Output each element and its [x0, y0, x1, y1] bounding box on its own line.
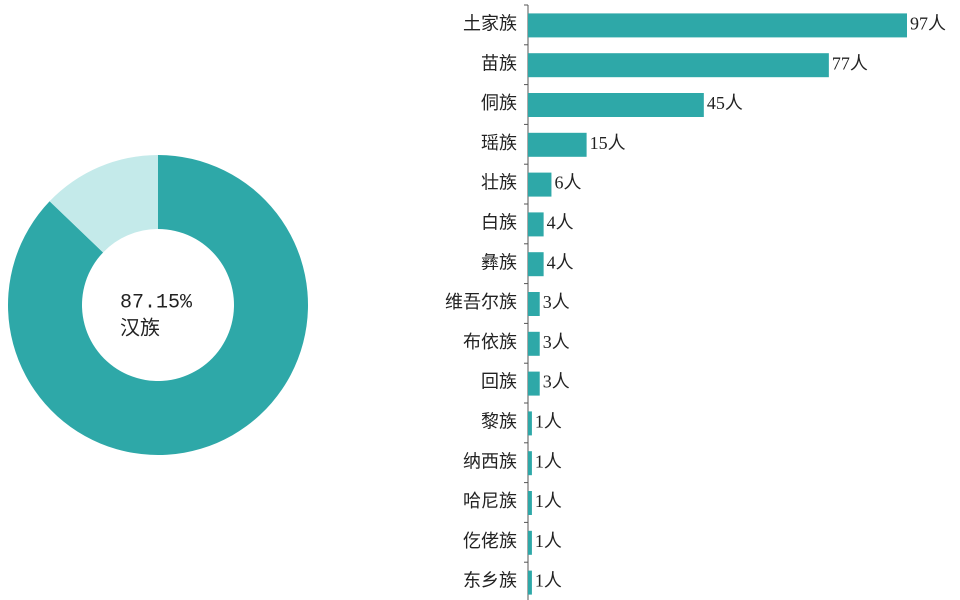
value-label: 4人 [547, 252, 574, 272]
value-label: 1人 [535, 451, 562, 471]
category-label: 土家族 [463, 14, 517, 34]
bar [528, 491, 532, 515]
category-label: 白族 [481, 213, 517, 233]
category-label: 纳西族 [463, 451, 517, 471]
value-label: 4人 [547, 213, 574, 233]
category-label: 瑶族 [481, 133, 517, 153]
bar [528, 530, 532, 555]
bar [528, 331, 540, 356]
value-label: 1人 [535, 571, 562, 591]
donut-slice [8, 155, 309, 455]
bar [528, 451, 532, 476]
bar [528, 570, 532, 595]
bar [528, 411, 532, 436]
value-label: 3人 [543, 372, 570, 392]
bar [528, 212, 544, 237]
bar [528, 292, 540, 316]
category-label: 苗族 [481, 53, 517, 73]
category-label: 回族 [481, 372, 517, 392]
center-label: 汉族 [120, 317, 160, 340]
bar [528, 252, 544, 277]
value-label: 1人 [535, 491, 562, 511]
category-label: 侗族 [481, 93, 517, 113]
category-label: 彝族 [481, 252, 517, 272]
value-label: 1人 [535, 531, 562, 551]
bar [528, 53, 829, 78]
category-label: 维吾尔族 [445, 292, 517, 312]
category-label: 壮族 [481, 173, 517, 193]
bar [528, 93, 704, 117]
center-value: 87.15% [120, 291, 193, 314]
category-label: 布依族 [463, 332, 517, 352]
bar [528, 371, 540, 396]
category-label: 黎族 [481, 412, 517, 432]
bar [528, 172, 552, 197]
value-label: 15人 [590, 133, 626, 153]
value-label: 6人 [554, 173, 581, 193]
bar [528, 13, 907, 38]
value-label: 1人 [535, 412, 562, 432]
category-label: 仡佬族 [463, 531, 517, 551]
category-label: 东乡族 [463, 571, 517, 591]
value-label: 45人 [707, 93, 743, 113]
bar [528, 132, 587, 157]
category-label: 哈尼族 [463, 491, 517, 511]
donut-slice [49, 155, 158, 253]
value-label: 77人 [832, 53, 868, 73]
value-label: 3人 [543, 332, 570, 352]
value-label: 3人 [543, 292, 570, 312]
value-label: 97人 [910, 14, 946, 34]
